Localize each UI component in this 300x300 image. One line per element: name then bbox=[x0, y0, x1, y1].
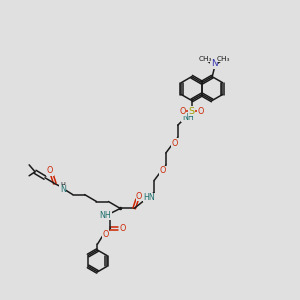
Text: N: N bbox=[60, 185, 66, 194]
Text: H: H bbox=[60, 182, 65, 188]
Text: O: O bbox=[119, 224, 125, 233]
Text: HN: HN bbox=[143, 193, 155, 202]
Text: O: O bbox=[160, 166, 166, 175]
Text: S: S bbox=[189, 107, 195, 116]
Text: N: N bbox=[211, 59, 217, 68]
Text: O: O bbox=[102, 230, 109, 239]
Text: O: O bbox=[179, 107, 186, 116]
Text: CH₃: CH₃ bbox=[199, 56, 212, 62]
Text: NH: NH bbox=[182, 113, 194, 122]
Text: CH₃: CH₃ bbox=[216, 56, 230, 62]
Text: O: O bbox=[47, 166, 53, 175]
Text: O: O bbox=[136, 192, 142, 201]
Text: O: O bbox=[197, 107, 204, 116]
Text: NH: NH bbox=[100, 211, 111, 220]
Text: O: O bbox=[172, 139, 178, 148]
